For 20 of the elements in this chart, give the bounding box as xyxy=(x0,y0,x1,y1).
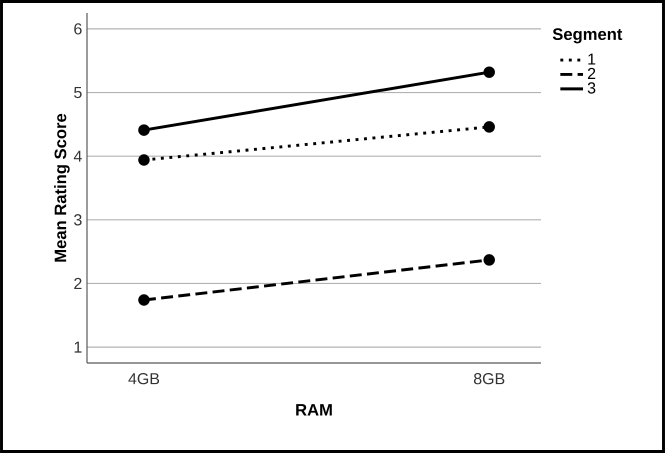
y-tick-label: 2 xyxy=(74,278,82,290)
point xyxy=(138,124,150,136)
legend-label: 1 xyxy=(588,54,596,65)
y-tick-label: 4 xyxy=(74,150,82,162)
point xyxy=(138,294,150,306)
point xyxy=(138,154,150,166)
legend-label: 3 xyxy=(588,82,596,94)
x-tick-label: 8GB xyxy=(474,373,504,384)
point xyxy=(483,121,495,133)
y-axis-title: Mean Rating Score xyxy=(54,114,70,262)
x-tick-label: 4GB xyxy=(128,373,160,384)
y-tick-label: 5 xyxy=(74,86,82,98)
point xyxy=(483,254,495,266)
y-tick-label: 1 xyxy=(74,342,82,353)
y-tick-label: 6 xyxy=(74,23,82,35)
legend-title: Segment xyxy=(552,28,622,44)
legend-label: 2 xyxy=(588,68,596,79)
point xyxy=(483,66,495,78)
y-tick-label: 3 xyxy=(74,214,82,226)
x-axis-title: RAM xyxy=(296,404,332,416)
